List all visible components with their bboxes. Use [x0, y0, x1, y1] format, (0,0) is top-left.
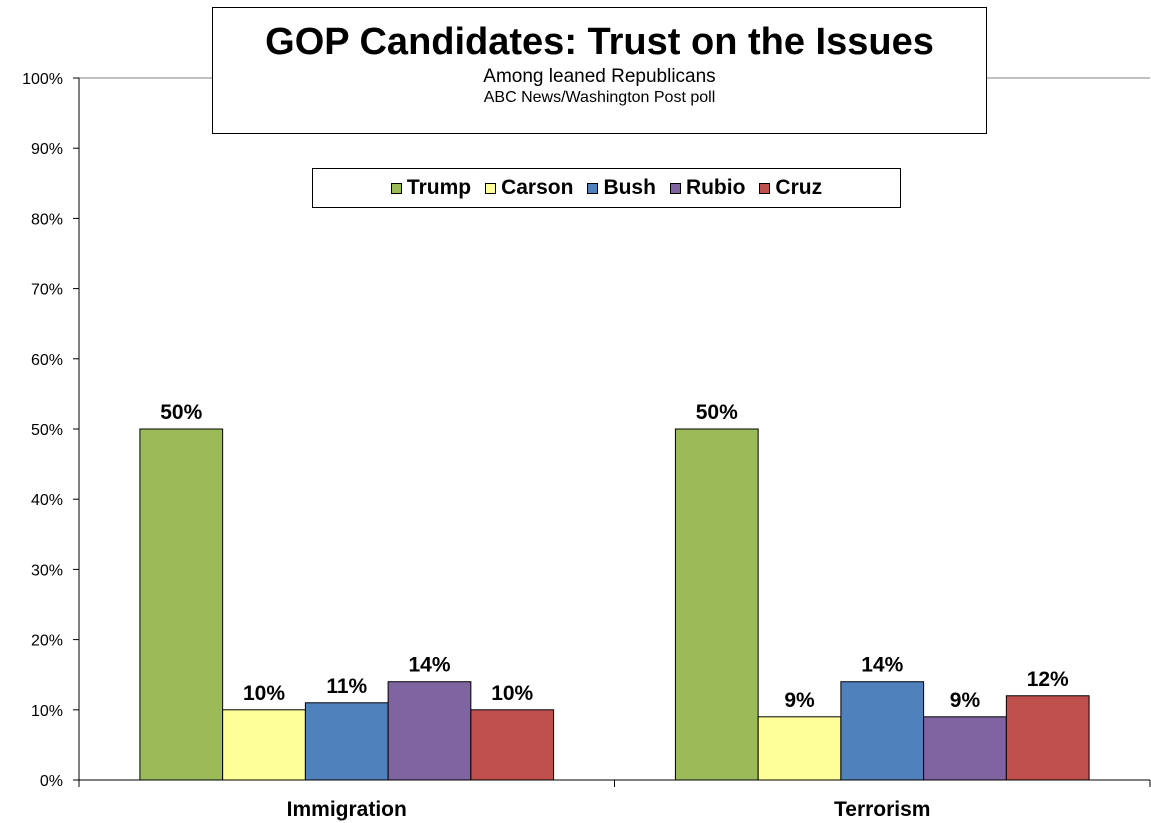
data-label: 10%: [491, 682, 533, 705]
data-label: 12%: [1027, 668, 1069, 691]
x-axis: Immigration Terrorism: [78, 779, 1151, 821]
legend-item-rubio: Rubio: [669, 176, 746, 200]
chart-subtitle: Among leaned Republicans: [483, 66, 716, 87]
y-tick-label: 70%: [31, 282, 63, 299]
y-tick-label: 30%: [31, 562, 63, 579]
y-tick-label: 10%: [31, 703, 63, 720]
bar-bush: [304, 702, 389, 781]
y-tick-label: 80%: [31, 211, 63, 228]
data-label: 50%: [696, 401, 738, 424]
y-axis: 0% 10% 20% 30% 40% 50% 60% 70% 80% 90% 100%: [22, 71, 80, 790]
legend-item-trump: Trump: [390, 176, 472, 200]
data-label: 9%: [950, 689, 981, 712]
data-labels: 50% 10% 11% 14% 10% 50% 9% 14% 9% 12%: [160, 401, 1069, 712]
legend-label: Rubio: [685, 176, 746, 199]
legend-item-bush: Bush: [587, 176, 656, 200]
bar-rubio: [923, 716, 1007, 781]
y-tick-label: 0%: [40, 773, 63, 790]
data-label: 14%: [861, 654, 903, 677]
data-label: 50%: [160, 401, 202, 424]
legend-swatch: [759, 182, 771, 194]
legend-item-cruz: Cruz: [759, 176, 822, 200]
bars: [139, 428, 1090, 781]
legend-swatch: [587, 182, 599, 194]
bar-cruz: [1005, 695, 1090, 781]
y-tick-label: 60%: [31, 352, 63, 369]
chart-title: GOP Candidates: Trust on the Issues: [265, 21, 934, 63]
chart-source: ABC News/Washington Post poll: [483, 89, 716, 106]
legend-label: Trump: [406, 176, 472, 199]
bar-rubio: [387, 681, 472, 781]
bar-trump: [139, 428, 224, 781]
y-tick-label: 100%: [22, 71, 63, 88]
legend-item-carson: Carson: [485, 176, 573, 200]
y-tick-label: 50%: [31, 422, 63, 439]
data-label: 11%: [326, 675, 367, 698]
y-tick-label: 20%: [31, 633, 63, 650]
legend-label: Carson: [501, 176, 574, 199]
legend-label: Cruz: [775, 176, 823, 199]
title-box: GOP Candidates: Trust on the Issues Amon…: [212, 7, 987, 134]
bar-trump: [674, 428, 759, 781]
bar-carson: [757, 716, 842, 781]
data-label: 9%: [784, 689, 815, 712]
legend-swatch: [390, 182, 402, 194]
bar-cruz: [470, 709, 555, 781]
y-tick-label: 40%: [31, 492, 63, 509]
bar-carson: [222, 709, 306, 781]
legend-swatch: [485, 182, 497, 194]
data-label: 14%: [408, 654, 450, 677]
category-label: Terrorism: [834, 798, 930, 821]
category-label: Immigration: [287, 798, 407, 821]
legend-label: Bush: [603, 176, 656, 199]
bar-bush: [840, 681, 925, 781]
legend-swatch: [669, 182, 681, 194]
y-tick-label: 90%: [31, 141, 63, 158]
legend: Trump Carson Bush Rubio Cruz: [312, 168, 901, 208]
data-label: 10%: [243, 682, 285, 705]
